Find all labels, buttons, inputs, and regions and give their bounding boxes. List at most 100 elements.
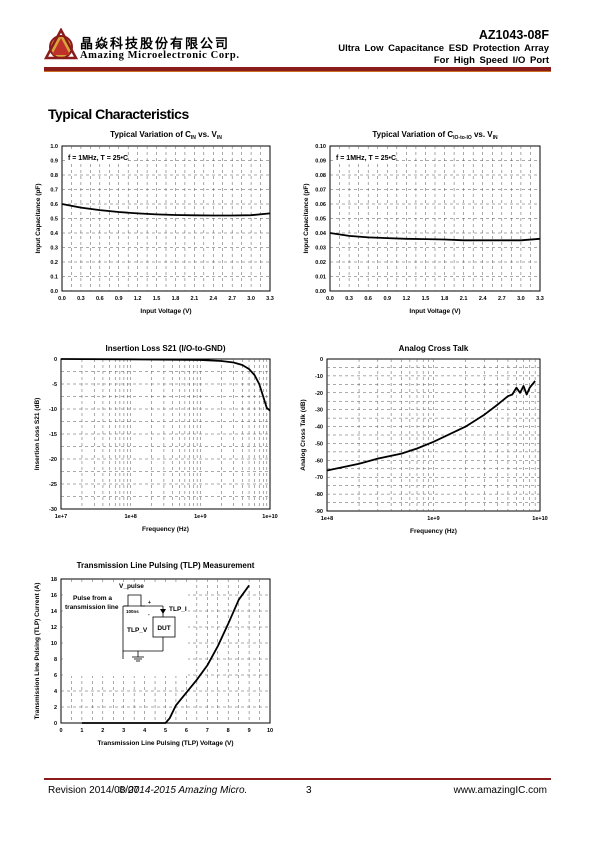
- chart-3: 1e+7 1e+8 1e+9 1e+100-5-10-15-20-25-30Frequ…: [34, 344, 278, 533]
- y-tick-label: 0.9: [50, 159, 58, 165]
- x-tick-label: 0.3: [77, 296, 85, 302]
- y-axis-label: Transmission Line Pulsing (TLP) Current …: [34, 583, 41, 720]
- y-tick-label: 0.08: [315, 173, 326, 179]
- inset-transmission-line: transmission line: [65, 604, 119, 611]
- x-tick-label: 6: [185, 728, 188, 734]
- x-axis-label: Frequency (Hz): [142, 526, 189, 533]
- x-tick-label: 1.2: [134, 296, 142, 302]
- y-tick-label: 0.07: [315, 188, 326, 194]
- x-tick-label: 3.0: [247, 296, 255, 302]
- x-tick-label: 1e+7: [55, 514, 67, 520]
- chart-5: 0 1 2 3 4 5 6 7 8 9 10181614121086420Transmission …: [34, 561, 273, 747]
- x-tick-label: 0.6: [96, 296, 104, 302]
- x-tick-label: 0.9: [383, 296, 391, 302]
- y-tick-label: 0.00: [315, 289, 326, 295]
- y-tick-label: 0.01: [315, 275, 326, 281]
- inset-tlp-v: TLP_V: [127, 627, 148, 634]
- y-axis-label: Input Capacitance (pF): [303, 183, 310, 253]
- x-tick-label: 0.6: [364, 296, 372, 302]
- x-tick-label: 1e+8: [321, 516, 333, 522]
- y-tick-label: -70: [315, 475, 323, 481]
- x-tick-label: 8: [227, 728, 230, 734]
- y-tick-label: -80: [315, 492, 323, 498]
- x-tick-label: 4: [143, 728, 147, 734]
- y-tick-label: -25: [49, 482, 57, 488]
- inset-dut: DUT: [157, 625, 170, 632]
- x-tick-label: 2: [101, 728, 104, 734]
- chart-title: Typical Variation of CIN vs. VIN: [110, 130, 222, 141]
- y-tick-label: 0: [320, 357, 323, 363]
- x-tick-label: 2.4: [479, 296, 488, 302]
- x-tick-label: 1e+10: [262, 514, 277, 520]
- x-tick-label: 1.8: [441, 296, 449, 302]
- y-axis-label: Input Capacitance (pF): [35, 183, 42, 253]
- y-tick-label: 4: [54, 689, 58, 695]
- inset-width-label: 100ns: [126, 609, 139, 614]
- x-tick-label: 1.5: [153, 296, 161, 302]
- x-tick-label: 2.7: [228, 296, 236, 302]
- chart-1: 0.0 0.3 0.6 0.9 1.2 1.5 1.8 2.1 2.4 2.7 3.0 3.3 1.0 0…: [35, 130, 274, 315]
- x-tick-label: 1: [80, 728, 83, 734]
- footer-divider: [44, 778, 551, 780]
- y-tick-label: -10: [49, 407, 57, 413]
- y-tick-label: 0.7: [50, 188, 58, 194]
- chart-annotation: f = 1MHz, T = 25•C: [336, 155, 396, 162]
- footer-website[interactable]: www.amazingIC.com: [454, 785, 547, 796]
- y-tick-label: 0.8: [50, 173, 58, 179]
- y-tick-label: 0.03: [315, 246, 326, 252]
- footer-copyright: © 2014-2015 Amazing Micro.: [118, 785, 247, 796]
- x-tick-label: 0.9: [115, 296, 123, 302]
- chart-title: Insertion Loss S21 (I/O-to-GND): [105, 344, 225, 353]
- y-tick-label: -60: [315, 458, 323, 464]
- y-tick-label: 0.5: [50, 217, 58, 223]
- x-tick-label: 3.3: [266, 296, 274, 302]
- chart-2: 0.0 0.3 0.6 0.9 1.2 1.5 1.8 2.1 2.4 2.7 3.0 3.3 0.10…: [303, 130, 544, 315]
- y-tick-label: 8: [54, 657, 57, 663]
- y-tick-label: 18: [51, 577, 57, 583]
- y-tick-label: 2: [54, 705, 57, 711]
- x-axis-label: Transmission Line Pulsing (TLP) Voltage …: [97, 740, 233, 747]
- x-axis-label: Input Voltage (V): [140, 308, 191, 315]
- y-tick-label: 0.02: [315, 260, 326, 266]
- x-tick-label: 2.4: [209, 296, 218, 302]
- y-tick-label: 0.0: [50, 289, 58, 295]
- inset-pulse-from: Pulse from a: [73, 595, 112, 602]
- y-tick-label: 0.06: [315, 202, 326, 208]
- y-tick-label: 0.3: [50, 246, 58, 252]
- chart-annotation: f = 1MHz, T = 25•C: [68, 155, 128, 162]
- y-tick-label: -15: [49, 432, 57, 438]
- y-tick-label: -20: [49, 457, 57, 463]
- x-tick-label: 10: [267, 728, 273, 734]
- x-tick-label: 0.0: [326, 296, 334, 302]
- x-tick-label: 3: [122, 728, 125, 734]
- y-tick-label: 14: [51, 609, 58, 615]
- inset-tlp-i: TLP_I: [169, 606, 187, 613]
- y-tick-label: 0.10: [315, 144, 326, 150]
- y-tick-label: -90: [315, 509, 323, 515]
- y-axis-label: Insertion Loss S21 (dB): [34, 398, 41, 471]
- page-number: 3: [306, 785, 312, 796]
- y-tick-label: -50: [315, 441, 323, 447]
- y-tick-label: 1.0: [50, 144, 58, 150]
- x-tick-label: 2.1: [460, 296, 468, 302]
- y-tick-label: 0.1: [50, 275, 58, 281]
- y-tick-label: -10: [315, 374, 323, 380]
- x-tick-label: 1e+9: [427, 516, 439, 522]
- chart-title: Transmission Line Pulsing (TLP) Measurem…: [77, 561, 255, 570]
- y-tick-label: 0: [54, 357, 57, 363]
- x-tick-label: 0: [59, 728, 62, 734]
- y-tick-label: -30: [315, 408, 323, 414]
- inset-plus: +: [148, 600, 151, 606]
- y-axis-label: Analog Cross Talk (dB): [300, 399, 307, 470]
- x-axis-label: Frequency (Hz): [410, 528, 457, 535]
- inset-pulse-title: V_pulse: [119, 583, 144, 590]
- x-tick-label: 1e+8: [124, 514, 136, 520]
- y-tick-label: -20: [315, 391, 323, 397]
- chart-title: Typical Variation of CIO-to-IO vs. VIN: [372, 130, 498, 141]
- x-tick-label: 1.8: [172, 296, 180, 302]
- y-tick-label: -5: [52, 382, 57, 388]
- x-tick-label: 3.0: [517, 296, 525, 302]
- y-tick-label: 0.6: [50, 202, 58, 208]
- x-tick-label: 0.3: [345, 296, 353, 302]
- y-tick-label: -40: [315, 425, 323, 431]
